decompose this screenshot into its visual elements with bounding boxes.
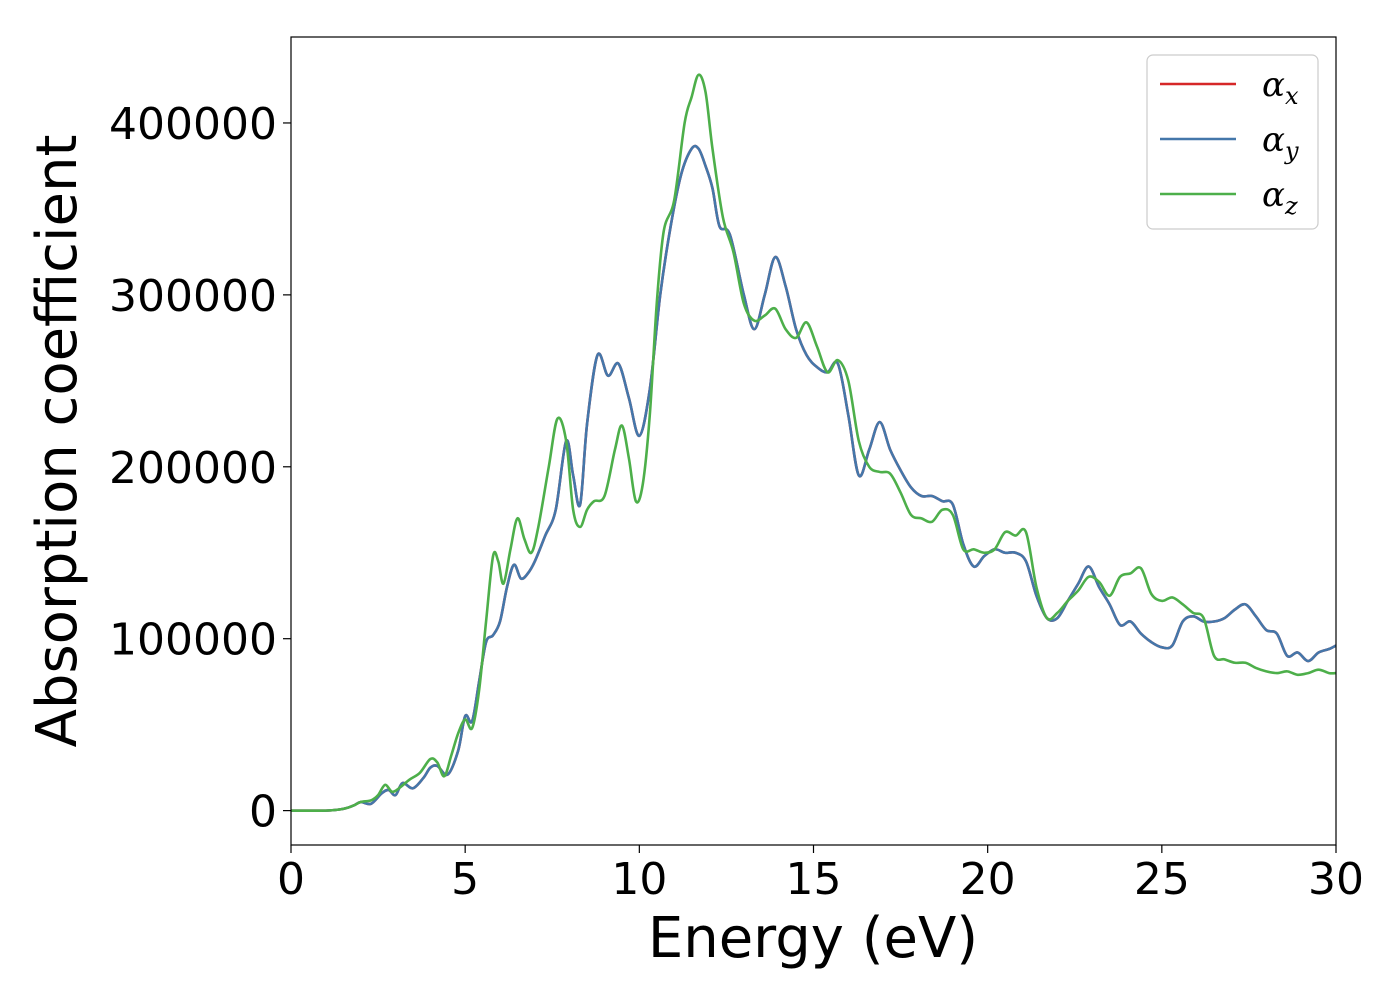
y-tick-label: 0: [249, 787, 277, 838]
legend-label: αz: [1262, 175, 1298, 220]
y-tick-label: 400000: [109, 99, 277, 150]
x-axis-label: Energy (eV): [648, 906, 978, 971]
legend-item-alpha-y: αy: [1160, 120, 1299, 165]
legend-label: αy: [1262, 120, 1299, 165]
x-tick-label: 25: [1134, 854, 1190, 905]
legend-item-alpha-x: αx: [1160, 65, 1299, 110]
alpha-z-line: [291, 73, 1336, 813]
legend-box: [1146, 54, 1319, 230]
x-tick-label: 5: [451, 854, 479, 905]
x-tick-label: 20: [960, 854, 1016, 905]
x-tick-label: 15: [786, 854, 842, 905]
legend: αx αy αz: [1146, 54, 1319, 230]
x-tick-label: 0: [277, 854, 305, 905]
legend-item-alpha-z: αz: [1160, 175, 1298, 220]
y-tick-label: 200000: [109, 443, 277, 494]
x-tick-label: 10: [611, 854, 667, 905]
y-tick-label: 300000: [109, 271, 277, 322]
series-layer: [291, 73, 1336, 813]
y-tick-label: 100000: [109, 615, 277, 666]
ticks-layer: 0 5 10 15 20 25 30 0 100000 200000 300000 400000: [109, 99, 1364, 905]
plot-frame: [290, 36, 1337, 846]
y-axis-label: Absorption coefficient: [25, 135, 90, 748]
x-tick-label: 30: [1308, 854, 1364, 905]
alpha-y-line: [291, 144, 1336, 813]
legend-label: αx: [1262, 65, 1299, 110]
legend-items: αx αy αz: [1160, 65, 1299, 220]
